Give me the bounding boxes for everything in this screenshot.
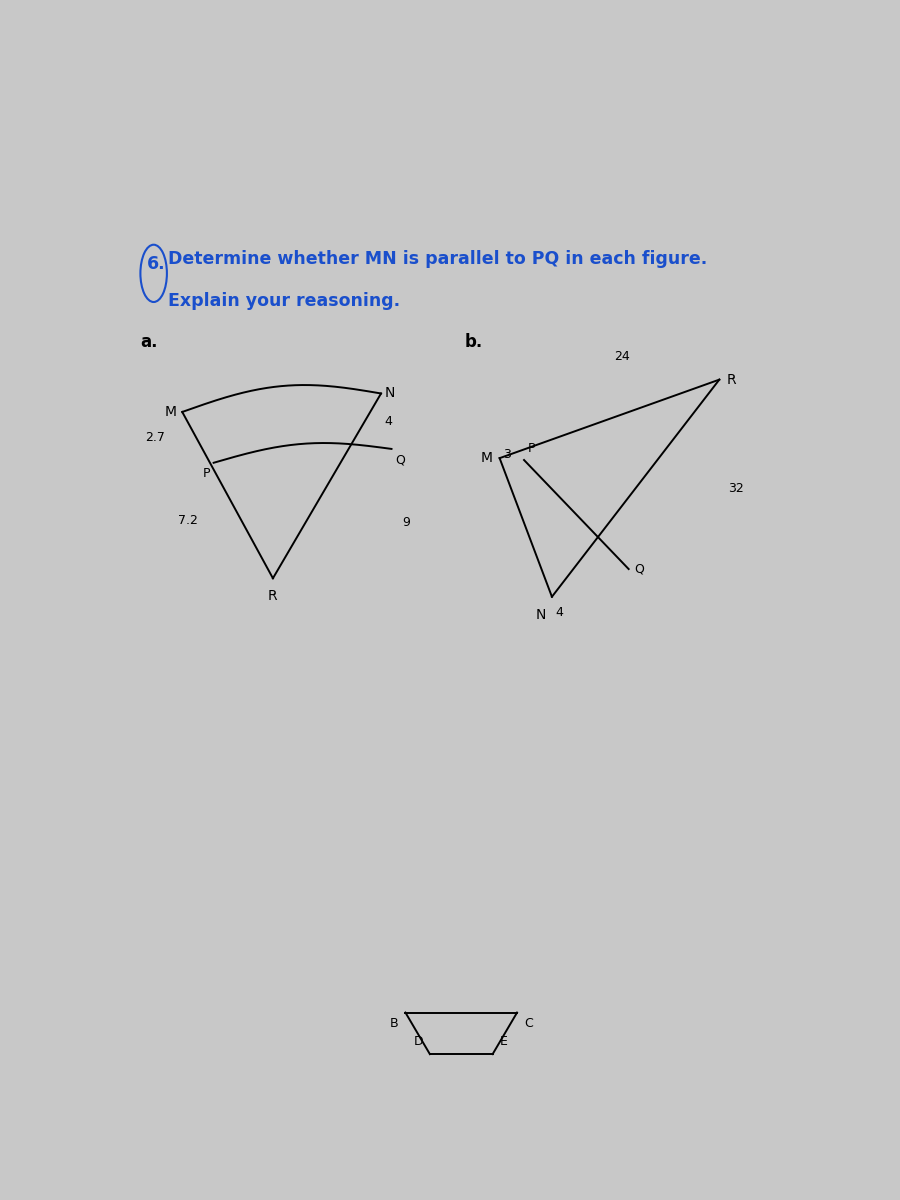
Text: 24: 24 bbox=[614, 350, 629, 362]
Text: D: D bbox=[413, 1034, 423, 1048]
Text: Q: Q bbox=[395, 454, 405, 467]
Text: B: B bbox=[390, 1018, 399, 1030]
Text: 4: 4 bbox=[555, 606, 563, 619]
Text: C: C bbox=[524, 1018, 533, 1030]
Text: M: M bbox=[481, 451, 492, 466]
Text: 9: 9 bbox=[402, 516, 410, 529]
Text: E: E bbox=[500, 1034, 508, 1048]
Text: P: P bbox=[202, 467, 210, 480]
Text: 32: 32 bbox=[728, 481, 743, 494]
Text: N: N bbox=[384, 386, 395, 401]
Text: b.: b. bbox=[464, 334, 483, 352]
Text: 4: 4 bbox=[384, 415, 392, 427]
Text: M: M bbox=[165, 404, 176, 419]
Text: 2.7: 2.7 bbox=[145, 431, 165, 444]
Text: Explain your reasoning.: Explain your reasoning. bbox=[168, 292, 400, 310]
Text: P: P bbox=[527, 443, 535, 455]
Text: 6.: 6. bbox=[148, 254, 166, 272]
Text: R: R bbox=[268, 589, 278, 604]
Text: Q: Q bbox=[634, 563, 644, 576]
Text: R: R bbox=[726, 373, 736, 386]
Text: Determine whether MN is parallel to PQ in each figure.: Determine whether MN is parallel to PQ i… bbox=[168, 251, 707, 269]
Text: a.: a. bbox=[140, 334, 158, 352]
Text: 3: 3 bbox=[503, 448, 511, 461]
Text: 7.2: 7.2 bbox=[178, 514, 198, 527]
Text: N: N bbox=[536, 608, 546, 622]
